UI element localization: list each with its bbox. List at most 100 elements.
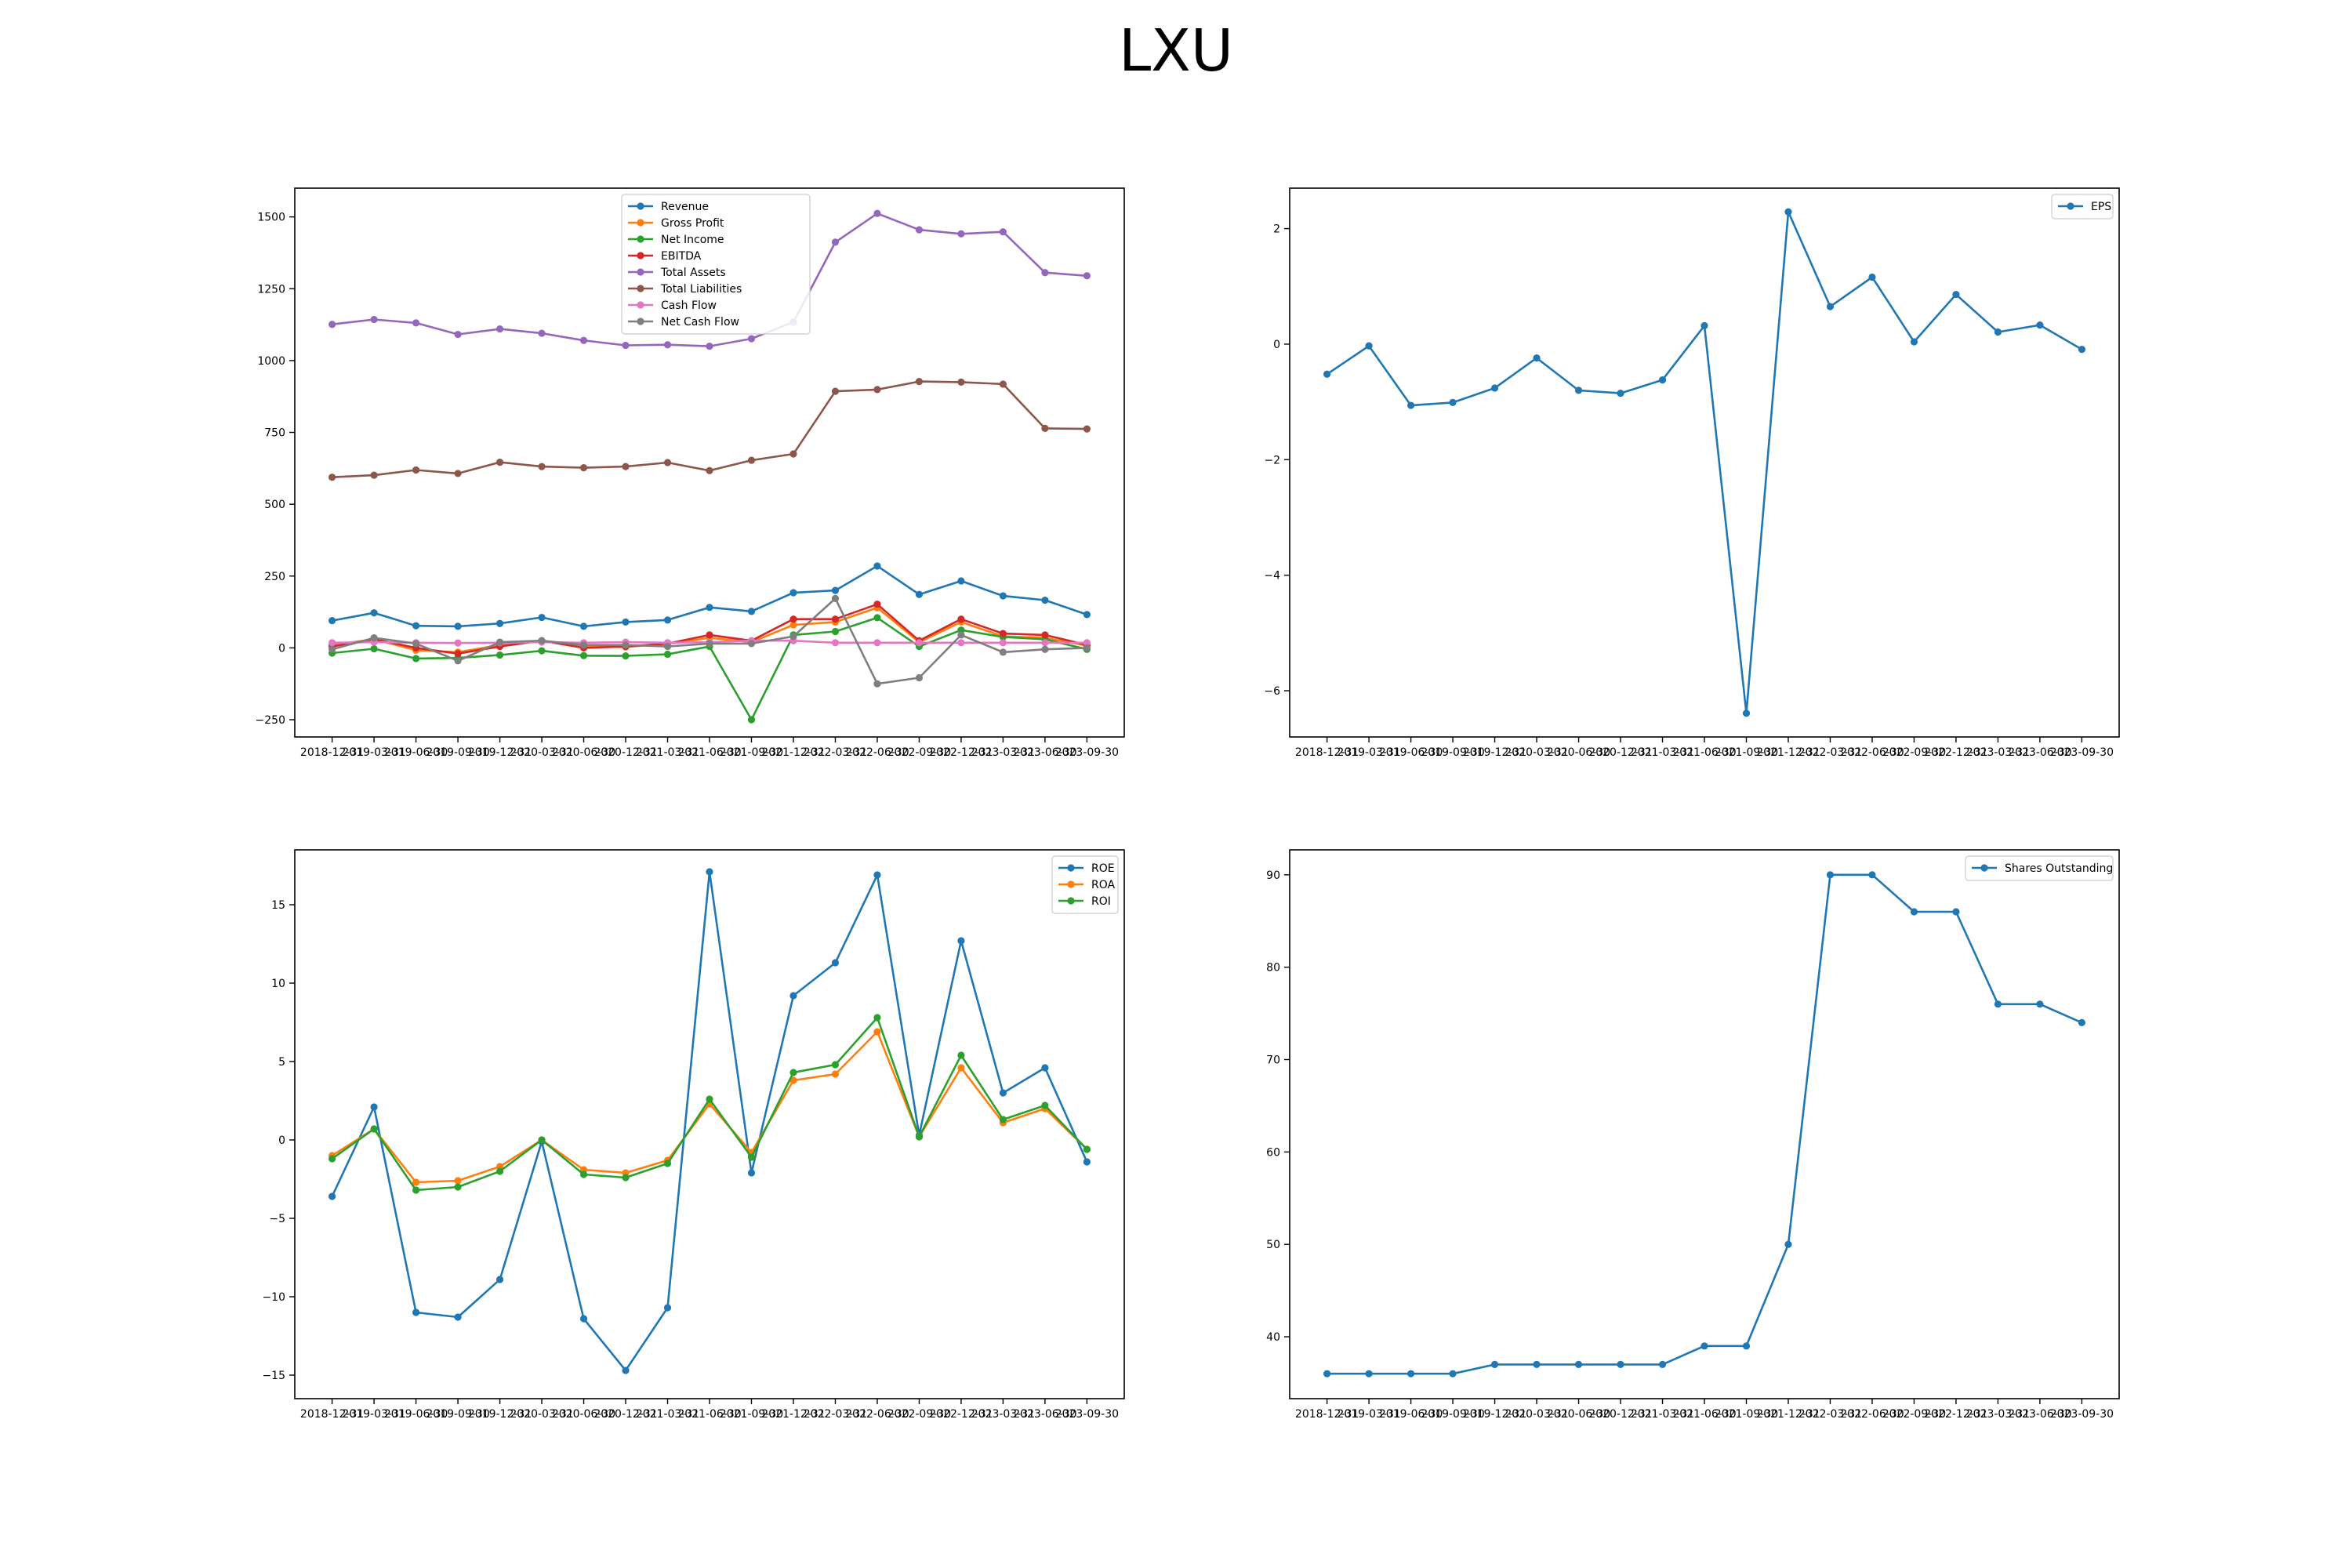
legend-label: Total Assets: [660, 267, 726, 279]
data-point: [1994, 1000, 2002, 1008]
data-point: [1490, 384, 1499, 392]
legend-swatch-marker: [637, 318, 644, 325]
data-point: [957, 615, 965, 623]
data-point: [1868, 273, 1876, 281]
y-tick-label: 1000: [257, 355, 285, 368]
legend-swatch-marker: [637, 235, 644, 243]
y-tick-label: −15: [262, 1370, 285, 1382]
data-point: [1910, 338, 1918, 346]
x-tick-label: 2018-12-31: [1295, 746, 1359, 759]
x-tick-label: 2022-12-31: [1924, 746, 1987, 759]
legend-item-eps: EPS: [2058, 201, 2111, 213]
data-point: [328, 1192, 336, 1200]
legend-label: EBITDA: [661, 250, 702, 263]
x-tick-label: 2019-12-31: [468, 746, 532, 759]
data-point: [538, 638, 546, 646]
data-point: [873, 386, 881, 394]
data-point: [789, 633, 797, 641]
x-tick-label: 2023-06-30: [2008, 746, 2071, 759]
data-point: [495, 1163, 504, 1171]
data-point: [706, 640, 713, 648]
series-line: [331, 870, 1088, 1372]
data-point: [957, 626, 965, 634]
data-point: [1658, 376, 1667, 384]
y-tick-label: 10: [271, 978, 285, 990]
data-point: [831, 586, 840, 594]
x-tick-label: 2021-09-30: [720, 746, 783, 759]
data-point: [873, 680, 881, 688]
legend-label: ROA: [1091, 879, 1116, 891]
legend-item-total-liabilities: Total Liabilities: [628, 283, 742, 296]
data-point: [1041, 639, 1049, 647]
data-point: [663, 616, 672, 624]
legend-label: Gross Profit: [661, 217, 724, 230]
data-point: [706, 633, 713, 642]
data-point: [1041, 1102, 1049, 1109]
x-tick-label: 2020-06-30: [1547, 746, 1610, 759]
data-point: [663, 642, 672, 651]
data-point: [873, 604, 881, 612]
data-point: [831, 627, 840, 636]
data-point: [831, 615, 840, 623]
series-eps: [1323, 208, 2085, 717]
legend-item-ebitda: EBITDA: [628, 250, 702, 263]
legend-swatch-marker: [1980, 864, 1988, 872]
x-tick-label: 2023-03-31: [971, 1408, 1035, 1421]
x-tick-label: 2021-12-31: [1756, 1408, 1820, 1421]
data-point: [328, 616, 336, 625]
data-point: [1406, 401, 1415, 409]
data-point: [831, 387, 840, 395]
data-point: [1083, 641, 1091, 649]
data-point: [495, 638, 504, 646]
data-point: [999, 1116, 1007, 1123]
series-line: [332, 597, 1087, 685]
y-tick-label: 15: [271, 899, 285, 912]
x-tick-label: 2021-03-31: [636, 1408, 699, 1421]
series-line: [332, 380, 1087, 478]
x-tick-label: 2022-03-31: [804, 1408, 867, 1421]
data-point: [622, 341, 630, 350]
plot-frame: [1289, 849, 2120, 1399]
data-point: [957, 230, 965, 238]
data-point: [1700, 1342, 1708, 1350]
data-point: [957, 378, 965, 386]
y-tick-label: −6: [1264, 685, 1280, 698]
data-point: [873, 1028, 881, 1036]
x-tick-label: 2020-12-31: [593, 1408, 657, 1421]
data-point: [1490, 1360, 1499, 1368]
x-tick-label: 2023-09-30: [1055, 1408, 1119, 1421]
data-point: [328, 1155, 336, 1163]
data-point: [1365, 342, 1373, 350]
x-tick-label: 2021-12-31: [761, 1408, 825, 1421]
legend-label: EPS: [2091, 201, 2111, 213]
series-roi: [328, 1014, 1091, 1194]
data-point: [2036, 1000, 2044, 1008]
data-point: [873, 209, 881, 217]
x-tick-label: 2019-06-30: [384, 746, 448, 759]
data-point: [1406, 1370, 1415, 1377]
data-point: [454, 654, 462, 662]
series-total-liabilities: [328, 378, 1091, 481]
series-roa: [328, 1028, 1091, 1186]
data-point: [622, 463, 630, 470]
data-point: [873, 562, 881, 570]
plot-frame: [294, 187, 1125, 738]
data-point: [747, 637, 756, 644]
data-point: [789, 631, 797, 639]
data-point: [579, 652, 588, 659]
data-point: [663, 459, 672, 466]
data-point: [622, 642, 630, 651]
data-point: [957, 1064, 965, 1072]
legend: EPS: [2051, 194, 2114, 220]
data-point: [999, 1119, 1007, 1127]
y-tick-label: 70: [1266, 1054, 1280, 1067]
data-point: [999, 228, 1007, 236]
data-point: [999, 592, 1007, 600]
data-point: [1617, 389, 1624, 397]
data-point: [1041, 645, 1049, 653]
x-tick-label: 2021-12-31: [1756, 746, 1820, 759]
x-tick-label: 2023-09-30: [2050, 746, 2114, 759]
data-point: [538, 613, 546, 622]
data-point: [538, 637, 546, 644]
